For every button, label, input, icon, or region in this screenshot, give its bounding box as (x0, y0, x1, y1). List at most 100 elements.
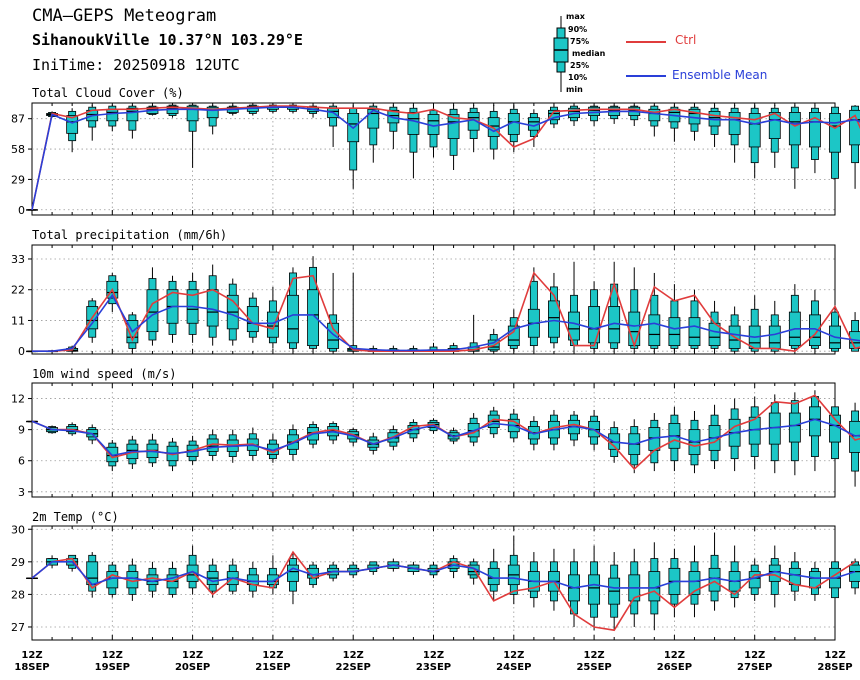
box-inner (788, 412, 801, 443)
x-tick-hour: 12Z (21, 650, 42, 661)
key-max: max (566, 12, 585, 21)
box-inner (588, 106, 601, 116)
panel-title: Total Cloud Cover (%) (32, 86, 184, 100)
location-label: SihanoukVille 10.37°N 103.29°E (32, 31, 303, 49)
x-tick-date: 21SEP (255, 662, 290, 673)
x-tick-date: 18SEP (14, 662, 49, 673)
box-inner (748, 113, 761, 148)
box-inner (126, 107, 139, 122)
box-inner (287, 564, 299, 582)
y-tick-label: 11 (11, 314, 25, 327)
box-inner (206, 106, 219, 119)
box-inner (487, 117, 500, 137)
box-inner (146, 574, 159, 586)
box-inner (768, 112, 781, 139)
init-time-label: IniTime: 20250918 12UTC (32, 56, 240, 74)
box-inner (568, 311, 580, 341)
box-inner (246, 306, 259, 333)
box-inner (648, 108, 661, 122)
panel-title: Total precipitation (mm/6h) (32, 228, 227, 242)
box-inner (588, 306, 601, 344)
ensemble-mean-line (31, 106, 860, 210)
x-tick-date: 23SEP (416, 662, 451, 673)
x-tick-date: 25SEP (576, 662, 611, 673)
x-tick-hour: 12Z (182, 650, 203, 661)
box-inner (186, 105, 199, 122)
x-tick-hour: 12Z (343, 650, 364, 661)
page-title: CMA—GEPS Meteogram (32, 6, 217, 26)
box-inner (809, 406, 821, 437)
ctrl-line (32, 271, 860, 353)
x-tick-hour: 12Z (584, 650, 605, 661)
legend-mean-label: Ensemble Mean (672, 68, 768, 82)
box-inner (688, 571, 701, 595)
key-p25: 25% (570, 61, 590, 70)
box-inner (768, 325, 781, 349)
box-inner (327, 322, 340, 349)
box-inner (788, 112, 801, 146)
x-tick-hour: 12Z (503, 650, 524, 661)
x-tick-date: 28SEP (817, 662, 852, 673)
x-tick-date: 22SEP (336, 662, 371, 673)
x-tick-hour: 12Z (262, 650, 283, 661)
y-tick-label: 29 (11, 173, 25, 186)
box-inner (266, 574, 279, 586)
panel-title: 2m Temp (°C) (32, 510, 119, 524)
box-inner (628, 311, 641, 347)
box-inner (387, 109, 400, 124)
y-tick-label: 87 (11, 113, 25, 126)
y-tick-label: 22 (11, 284, 25, 297)
box-inner (548, 300, 560, 338)
key-median: median (572, 49, 606, 58)
box-inner (668, 317, 681, 347)
box-inner (307, 289, 319, 347)
ensemble-mean-line (31, 418, 860, 457)
x-tick-date: 24SEP (496, 662, 531, 673)
x-tick-hour: 12Z (102, 650, 123, 661)
box-inner (146, 289, 159, 333)
box-inner (849, 109, 860, 146)
box-inner (266, 311, 279, 338)
box-inner (206, 289, 219, 327)
y-tick-label: 27 (11, 621, 25, 634)
y-tick-label: 58 (11, 143, 25, 156)
box-inner (467, 564, 480, 576)
box-inner (367, 108, 380, 129)
ensemble-mean-line (32, 293, 860, 353)
y-tick-label: 0 (18, 345, 25, 358)
x-tick-hour: 12Z (824, 650, 845, 661)
legend-ctrl-swatch (626, 41, 666, 43)
box-inner (447, 114, 460, 139)
panel-title: 10m wind speed (m/s) (32, 367, 177, 381)
box-inner (688, 317, 701, 347)
ensemble-mean-line (31, 560, 856, 589)
key-p75: 75% (570, 37, 590, 46)
box-inner (588, 574, 601, 605)
box-inner (728, 112, 741, 135)
boxplot-key-glyph (553, 16, 569, 92)
x-tick-date: 19SEP (95, 662, 130, 673)
box-inner (106, 108, 119, 122)
y-tick-label: 0 (18, 204, 25, 217)
box-inner (548, 109, 560, 121)
box-inner (287, 294, 299, 344)
y-tick-label: 29 (11, 556, 25, 569)
box-inner (809, 314, 821, 347)
box-inner (829, 113, 841, 153)
box-inner (487, 567, 500, 586)
y-tick-label: 9 (18, 424, 25, 437)
box-inner (648, 314, 661, 347)
x-tick-date: 27SEP (737, 662, 772, 673)
x-tick-hour: 12Z (423, 650, 444, 661)
x-tick-date: 26SEP (657, 662, 692, 673)
x-tick-hour: 12Z (664, 650, 685, 661)
key-p10: 10% (568, 73, 588, 82)
legend-mean-swatch (626, 75, 666, 77)
box-inner (849, 420, 860, 453)
key-p90: 90% (568, 25, 588, 34)
y-tick-label: 12 (11, 393, 25, 406)
y-tick-label: 30 (11, 523, 25, 536)
box-inner (708, 567, 721, 592)
box-inner (66, 115, 79, 134)
